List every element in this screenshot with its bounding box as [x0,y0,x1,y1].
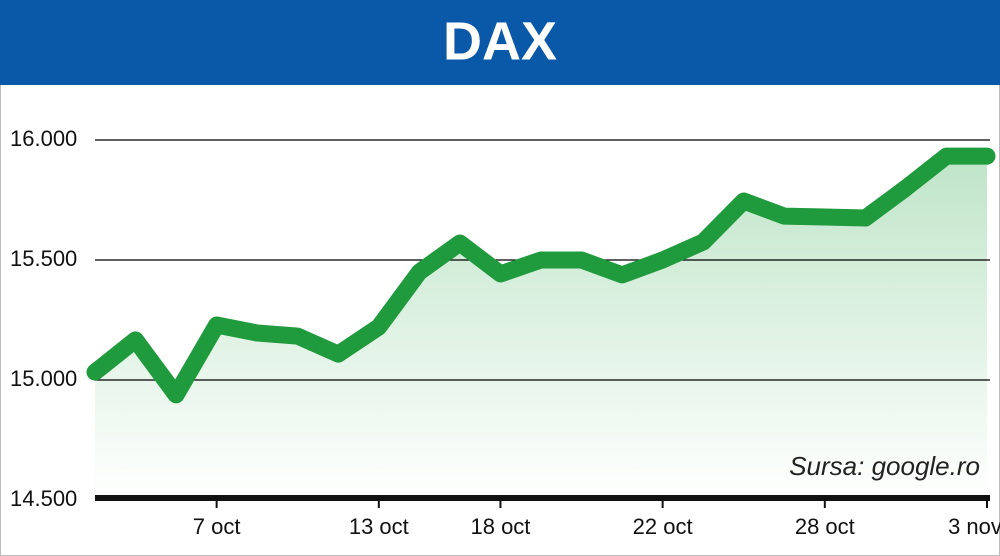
y-tick-label: 15.000 [10,366,77,391]
title-band [0,0,1000,85]
area [95,156,987,500]
line [86,147,996,404]
x-tick-label: 22 oct [633,514,693,539]
y-tick-label: 14.500 [10,486,77,511]
x-tick-label: 28 oct [795,514,855,539]
x-tick-label: 3 nov [948,514,1000,539]
x-tick-label: 18 oct [470,514,530,539]
y-tick-label: 16.000 [10,126,77,151]
x-tick-label: 7 oct [193,514,241,539]
chart-title: DAX [443,11,557,71]
x-tick-label: 13 oct [349,514,409,539]
y-tick-label: 15.500 [10,246,77,271]
source-note: Sursa: google.ro [789,451,980,481]
